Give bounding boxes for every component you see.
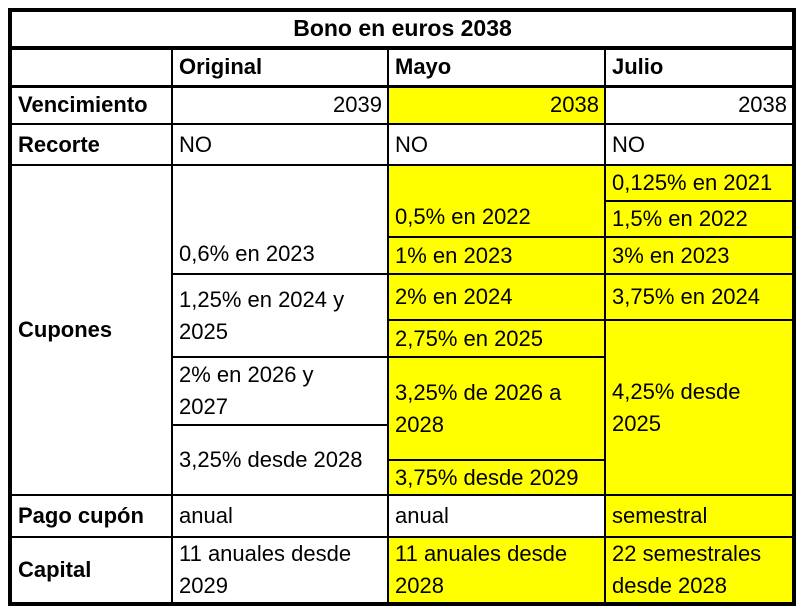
cell-pago-cupon-mayo: anual <box>387 494 606 538</box>
cell-cupones-mayo-3: 2,75% en 2025 <box>387 319 606 358</box>
cell-capital-mayo: 11 anuales desde 2028 <box>387 536 606 605</box>
cell-cupones-original-2-text: 2% en 2026 y 2027 <box>179 362 314 419</box>
column-header-blank <box>9 47 173 88</box>
cell-cupones-original-1: 1,25% en 2024 y 2025 <box>171 273 389 358</box>
cell-recorte-mayo: NO <box>387 123 606 166</box>
cell-cupones-julio-0: 0,125% en 2021 <box>603 164 796 202</box>
cell-cupones-original-3: 3,25% desde 2028 <box>171 424 389 496</box>
cell-cupones-julio-4-text: 4,25% desde 2025 <box>612 378 741 436</box>
cell-pago-cupon-original: anual <box>171 494 389 538</box>
row-label-cupones: Cupones <box>9 164 173 496</box>
table-title: Bono en euros 2038 <box>8 9 796 50</box>
cell-cupones-mayo-1: 1% en 2023 <box>387 236 606 275</box>
cell-cupones-julio-4: 4,25% desde 2025 <box>603 319 796 496</box>
column-header-original: Original <box>171 47 389 88</box>
cell-cupones-original-0: 0,6% en 2023 <box>171 164 389 275</box>
cell-vencimiento-original: 2039 <box>171 85 389 125</box>
bond-comparison-table: Bono en euros 2038 Original Mayo Julio V… <box>8 8 797 606</box>
column-header-julio: Julio <box>603 47 796 88</box>
cell-vencimiento-julio: 2038 <box>603 85 796 125</box>
cell-cupones-mayo-0: 0,5% en 2022 <box>387 164 606 238</box>
cell-cupones-original-1-text: 1,25% en 2024 y 2025 <box>179 286 345 344</box>
cell-cupones-original-2: 2% en 2026 y 2027 <box>171 356 389 426</box>
cell-vencimiento-mayo: 2038 <box>387 85 606 125</box>
cell-pago-cupon-julio: semestral <box>603 494 796 538</box>
row-label-capital: Capital <box>9 536 173 605</box>
cell-cupones-mayo-2: 2% en 2024 <box>387 273 606 321</box>
row-label-recorte: Recorte <box>9 123 173 166</box>
row-label-pago-cupon: Pago cupón <box>9 494 173 538</box>
cell-cupones-mayo-5: 3,75% desde 2029 <box>387 459 606 496</box>
cell-cupones-julio-2: 3% en 2023 <box>603 236 796 275</box>
cell-cupones-mayo-4: 3,25% de 2026 a 2028 <box>387 356 606 461</box>
row-label-vencimiento: Vencimiento <box>9 85 173 125</box>
cell-cupones-julio-1: 1,5% en 2022 <box>603 200 796 238</box>
cell-capital-original: 11 anuales desde 2029 <box>171 536 389 605</box>
cell-recorte-julio: NO <box>603 123 796 166</box>
cell-cupones-julio-3: 3,75% en 2024 <box>603 273 796 321</box>
cell-capital-julio: 22 semestrales desde 2028 <box>603 536 796 605</box>
column-header-mayo: Mayo <box>387 47 606 88</box>
cell-recorte-original: NO <box>171 123 389 166</box>
